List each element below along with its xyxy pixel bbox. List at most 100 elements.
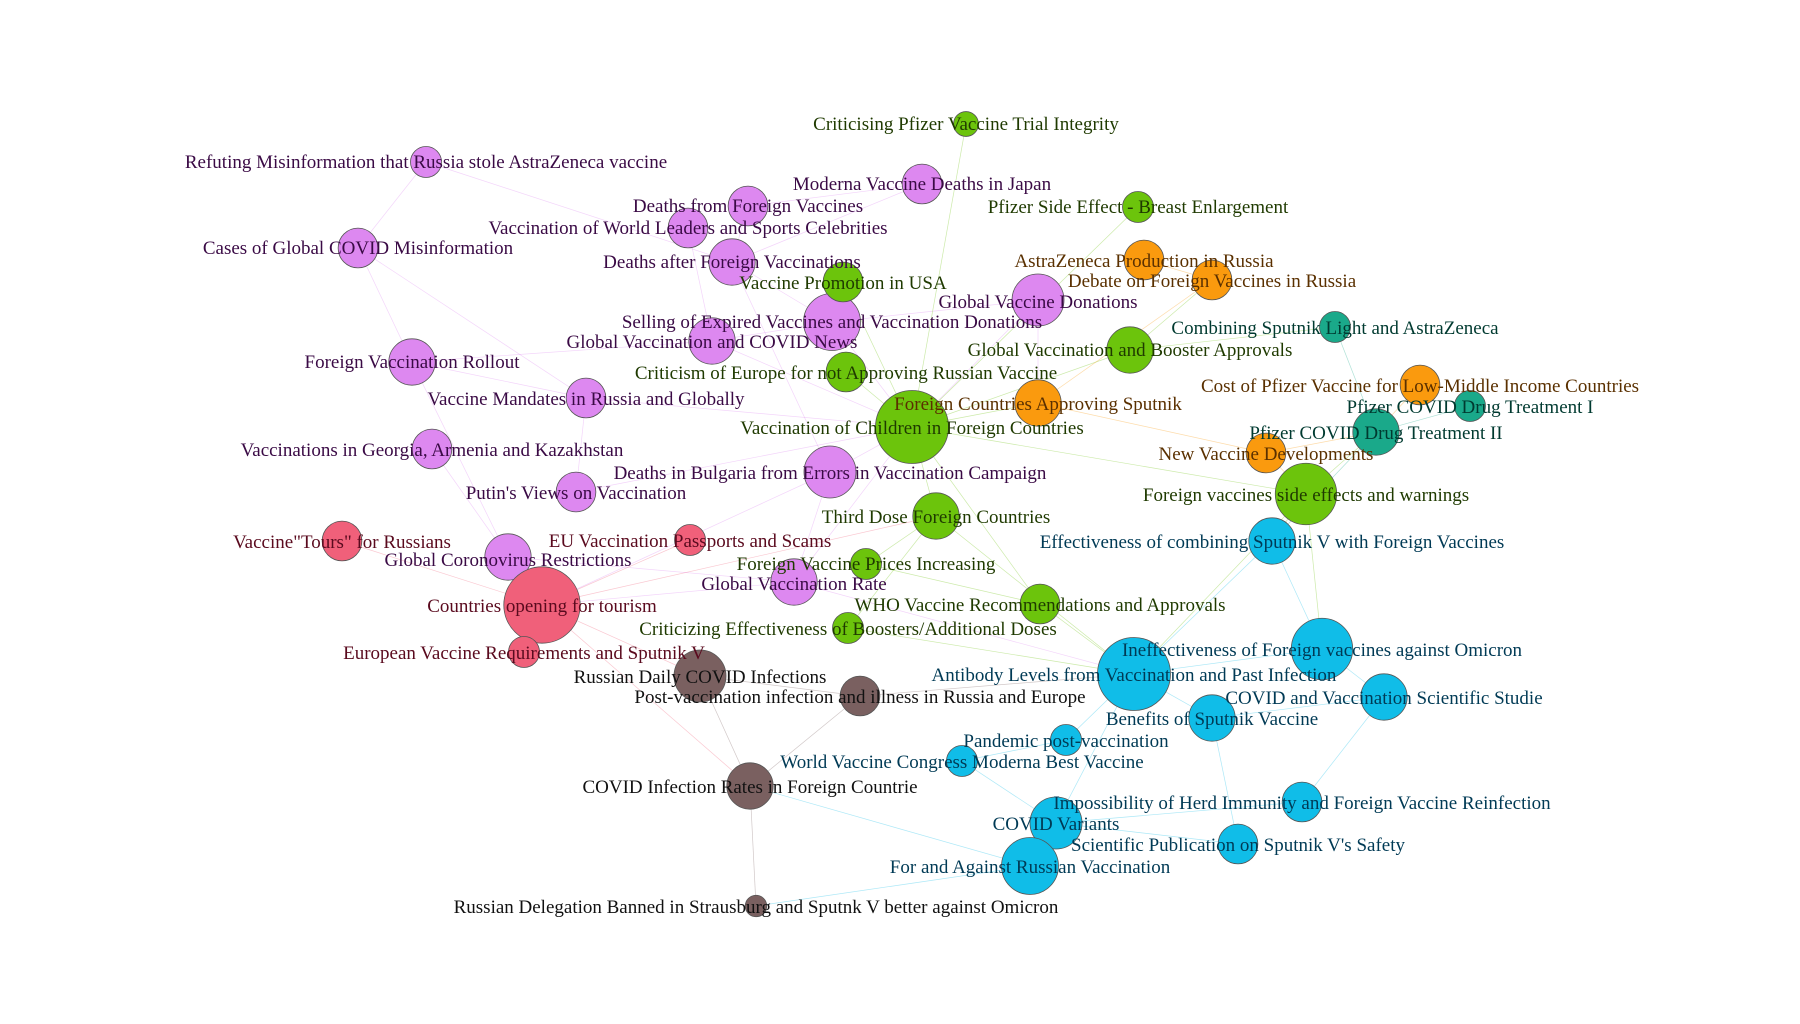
graph-node-o5[interactable] xyxy=(1245,432,1287,474)
node-label-g6: Vaccination of Children in Foreign Count… xyxy=(740,418,1084,439)
graph-node-g10[interactable] xyxy=(1019,583,1061,625)
node-label-b4: COVID and Vaccination Scientific Studie xyxy=(1225,688,1542,709)
graph-edge xyxy=(847,627,1135,675)
graph-node-t1[interactable] xyxy=(1319,311,1351,343)
node-label-o2: Debate on Foreign Vaccines in Russia xyxy=(1068,271,1357,292)
node-label-n2: Moderna Vaccine Deaths in Japan xyxy=(793,174,1052,195)
graph-node-r4[interactable] xyxy=(744,894,768,918)
node-label-g2: Pfizer Side Effect - Breast Enlargement xyxy=(988,197,1289,218)
graph-node-n5[interactable] xyxy=(337,227,379,269)
graph-node-b8[interactable] xyxy=(1281,781,1323,823)
graph-edge xyxy=(747,183,923,207)
graph-edge xyxy=(1129,326,1336,351)
node-label-t3: Pfizer COVID Drug Treatment II xyxy=(1249,423,1502,444)
graph-node-b4[interactable] xyxy=(1360,673,1408,721)
graph-node-b1[interactable] xyxy=(1248,517,1296,565)
node-label-r2: Post-vaccination infection and illness i… xyxy=(634,687,1085,708)
graph-node-b2[interactable] xyxy=(1290,617,1354,681)
node-label-o3: Cost of Pfizer Vaccine for Low-Middle In… xyxy=(1201,376,1639,397)
graph-edge xyxy=(585,397,913,428)
node-label-g8: Foreign vaccines side effects and warnin… xyxy=(1143,485,1469,506)
graph-node-n10[interactable] xyxy=(388,338,436,386)
graph-node-p1[interactable] xyxy=(321,520,363,562)
graph-node-n3[interactable] xyxy=(727,185,769,227)
node-label-g5: Criticism of Europe for not Approving Ru… xyxy=(635,363,1057,384)
node-label-r4: Russian Delegation Banned in Strausburg … xyxy=(454,897,1059,918)
node-label-b11: For and Against Russian Vaccination xyxy=(890,857,1171,878)
graph-edge xyxy=(749,785,1031,867)
node-label-g4: Global Vaccination and Booster Approvals xyxy=(968,340,1293,361)
graph-node-t3[interactable] xyxy=(1352,408,1400,456)
graph-node-p4[interactable] xyxy=(508,636,540,668)
graph-node-o3[interactable] xyxy=(1399,364,1441,406)
graph-node-o4[interactable] xyxy=(1014,379,1062,427)
node-label-n12: Vaccinations in Georgia, Armenia and Kaz… xyxy=(241,440,624,461)
node-label-n8: Global Vaccination and COVID News xyxy=(567,332,858,353)
graph-edge xyxy=(731,183,923,263)
graph-node-b3[interactable] xyxy=(1097,637,1171,711)
node-label-b9: COVID Variants xyxy=(993,814,1120,835)
graph-edge xyxy=(507,556,795,583)
graph-node-n11[interactable] xyxy=(565,377,607,419)
node-label-g7: Third Dose Foreign Countries xyxy=(822,507,1051,528)
graph-node-b9[interactable] xyxy=(1029,796,1083,850)
graph-node-g1[interactable] xyxy=(953,111,979,137)
node-label-n4: Vaccination of World Leaders and Sports … xyxy=(488,218,887,239)
node-label-t1: Combining Sputnik Light and AstraZeneca xyxy=(1171,318,1499,339)
node-label-r1: Russian Daily COVID Infections xyxy=(574,667,827,688)
graph-node-n4[interactable] xyxy=(667,207,709,249)
graph-node-r3[interactable] xyxy=(726,762,774,810)
node-label-n1: Refuting Misinformation that Russia stol… xyxy=(185,152,667,173)
graph-node-g5[interactable] xyxy=(825,351,867,393)
graph-edge xyxy=(755,865,1031,907)
graph-node-n14[interactable] xyxy=(555,471,597,513)
graph-node-g4[interactable] xyxy=(1106,326,1154,374)
graph-node-n15[interactable] xyxy=(484,533,532,581)
graph-node-b6[interactable] xyxy=(1050,724,1082,756)
node-label-n15: Global Coronovirus Restrictions xyxy=(385,550,632,571)
graph-node-b10[interactable] xyxy=(1217,823,1259,865)
node-label-b7: World Vaccine Congress Moderna Best Vacc… xyxy=(780,752,1143,773)
graph-node-g9[interactable] xyxy=(850,548,882,580)
graph-node-g8[interactable] xyxy=(1274,462,1338,526)
graph-node-n9[interactable] xyxy=(1011,273,1065,327)
node-label-o5: New Vaccine Developments xyxy=(1159,444,1374,465)
graph-node-n1[interactable] xyxy=(410,146,442,178)
graph-node-g2[interactable] xyxy=(1122,191,1154,223)
node-label-b8: Impossibility of Herd Immunity and Forei… xyxy=(1053,793,1551,814)
graph-edge xyxy=(847,515,937,629)
graph-node-g7[interactable] xyxy=(912,492,960,540)
graph-node-r1[interactable] xyxy=(673,649,727,703)
graph-node-g3[interactable] xyxy=(822,261,864,303)
graph-node-n13[interactable] xyxy=(803,445,857,499)
node-label-b10: Scientific Publication on Sputnik V's Sa… xyxy=(1071,835,1405,856)
graph-node-o1[interactable] xyxy=(1123,239,1165,281)
graph-node-t2[interactable] xyxy=(1454,390,1486,422)
graph-edge xyxy=(411,361,509,558)
node-label-g9: Foreign Vaccine Prices Increasing xyxy=(737,554,996,575)
graph-node-r2[interactable] xyxy=(839,675,881,717)
node-label-n14: Putin's Views on Vaccination xyxy=(466,483,687,504)
graph-node-g6[interactable] xyxy=(875,390,949,464)
graph-edge xyxy=(911,426,1307,495)
graph-edge xyxy=(961,739,1067,762)
graph-node-b7[interactable] xyxy=(946,745,978,777)
graph-node-n12[interactable] xyxy=(411,428,453,470)
graph-node-n8[interactable] xyxy=(688,317,736,365)
graph-node-p3[interactable] xyxy=(503,566,581,644)
node-label-p1: Vaccine"Tours" for Russians xyxy=(233,532,451,553)
graph-node-n2[interactable] xyxy=(901,163,943,205)
node-label-p3: Countries opening for tourism xyxy=(427,596,657,617)
graph-node-n16[interactable] xyxy=(770,558,818,606)
graph-nodes xyxy=(321,111,1486,918)
graph-node-b5[interactable] xyxy=(1188,694,1236,742)
graph-edge xyxy=(699,675,861,697)
graph-node-g11[interactable] xyxy=(832,612,864,644)
graph-node-n6[interactable] xyxy=(708,238,756,286)
graph-node-b11[interactable] xyxy=(1001,837,1059,895)
graph-node-p2[interactable] xyxy=(674,524,706,556)
graph-node-o2[interactable] xyxy=(1191,259,1233,301)
node-label-n11: Vaccine Mandates in Russia and Globally xyxy=(427,389,745,410)
graph-edge xyxy=(541,515,937,606)
